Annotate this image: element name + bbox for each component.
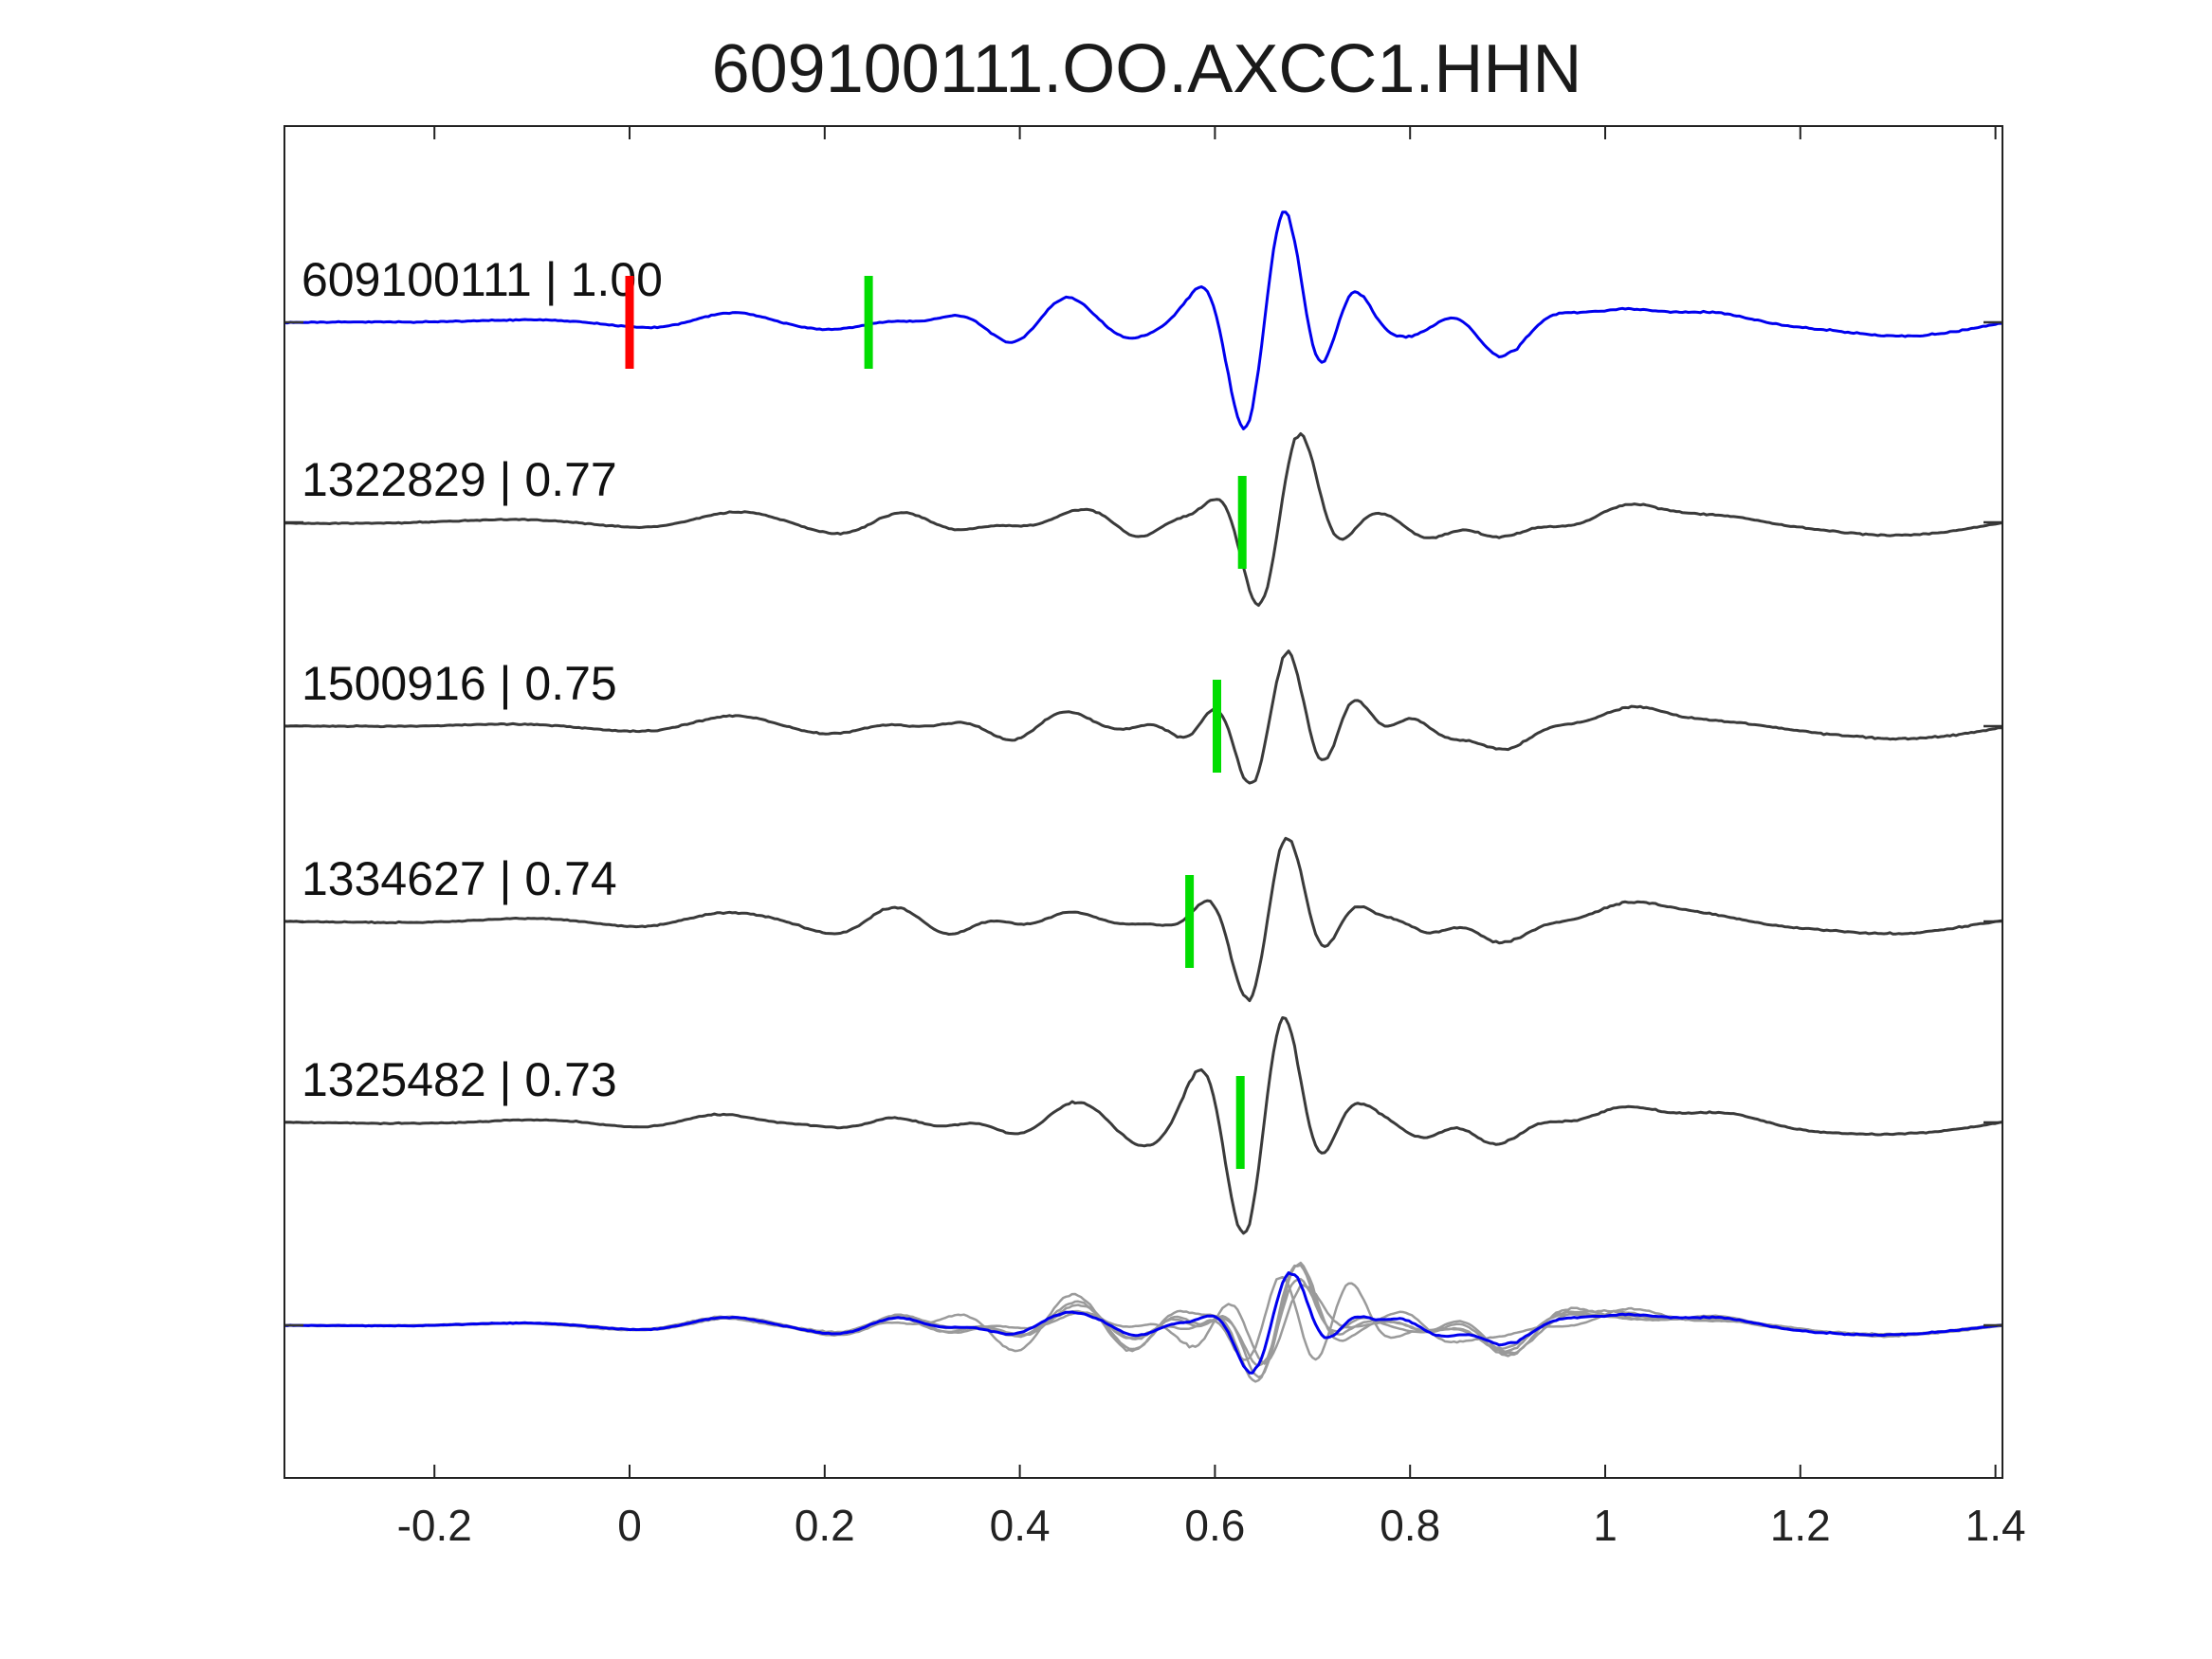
svg-text:609100111 | 1.00: 609100111 | 1.00 <box>302 253 663 306</box>
svg-text:1334627 | 0.74: 1334627 | 0.74 <box>302 852 617 905</box>
svg-text:0: 0 <box>617 1501 642 1550</box>
svg-text:0.2: 0.2 <box>795 1501 855 1550</box>
svg-text:0.8: 0.8 <box>1380 1501 1440 1550</box>
svg-text:1: 1 <box>1593 1501 1618 1550</box>
svg-text:1.2: 1.2 <box>1770 1501 1831 1550</box>
svg-text:0.4: 0.4 <box>990 1501 1051 1550</box>
svg-text:1322829 | 0.77: 1322829 | 0.77 <box>302 453 617 506</box>
svg-text:1325482 | 0.73: 1325482 | 0.73 <box>302 1053 617 1106</box>
svg-text:1500916 | 0.75: 1500916 | 0.75 <box>302 657 617 710</box>
svg-text:1.4: 1.4 <box>1965 1501 2026 1550</box>
svg-text:-0.2: -0.2 <box>397 1501 472 1550</box>
svg-text:0.6: 0.6 <box>1184 1501 1245 1550</box>
